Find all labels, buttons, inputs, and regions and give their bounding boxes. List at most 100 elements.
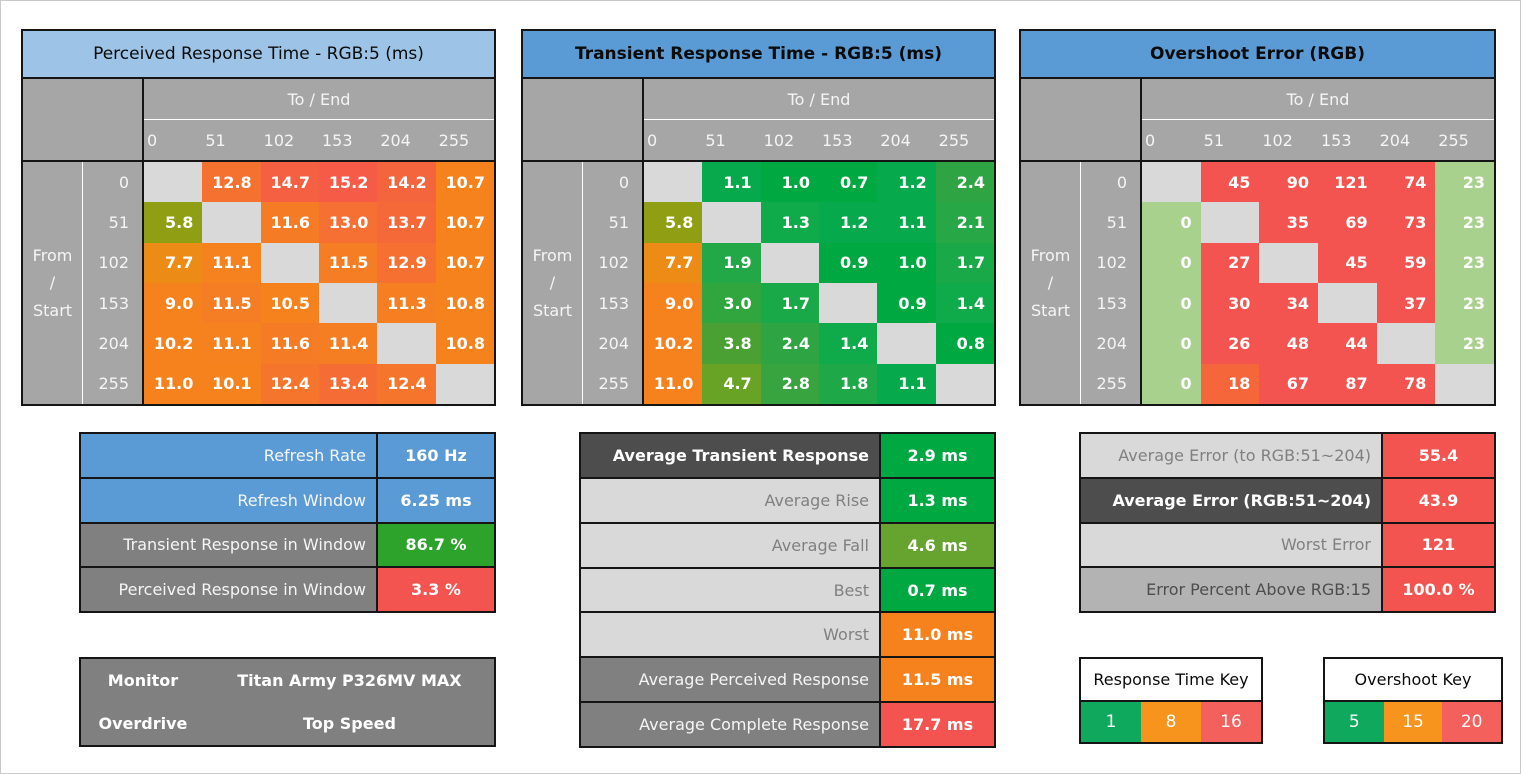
row-header: 153 (598, 293, 629, 313)
matrix-cell: 1.2 (877, 162, 936, 203)
summary-label: Transient Response in Window (81, 523, 378, 567)
column-header: 153 (321, 130, 353, 150)
matrix-cell: 35 (1259, 202, 1318, 243)
matrix-cell: 5.8 (144, 202, 203, 243)
matrix-cell: 23 (1435, 242, 1494, 283)
matrix-cell: 1.0 (877, 242, 936, 283)
summary-label: Average Fall (581, 523, 881, 567)
summary-row: Average Complete Response 17.7 ms (581, 701, 994, 747)
matrix-cell: 1.7 (935, 242, 994, 283)
row-headers: 0 51 102 153 204 255 (583, 162, 644, 404)
matrix-cell: 10.8 (435, 323, 494, 364)
summary-row: Average Error (RGB:51~204) 43.9 (1081, 476, 1494, 522)
matrix-cell: 3.8 (702, 323, 761, 364)
summary-value: 17.7 ms (881, 703, 994, 747)
matrix-cell (318, 282, 378, 324)
summary-row: Best 0.7 ms (581, 566, 994, 612)
matrix-cell: 78 (1376, 363, 1436, 404)
matrix-cell: 10.5 (260, 282, 319, 324)
monitor-label: Monitor (107, 671, 179, 690)
monitor-row: Monitor Titan Army P326MV MAX (81, 659, 494, 702)
matrix-cell: 0 (1142, 282, 1201, 324)
row-headers: 0 51 102 153 204 255 (1081, 162, 1142, 404)
matrix-body: From / Start 0 51 102 153 204 255 12.8 14.7 15.2 14.… (23, 162, 494, 404)
matrix-cell: 1.9 (702, 242, 761, 283)
matrix-cell: 1.1 (702, 162, 761, 203)
matrix-cell: 26 (1200, 323, 1260, 364)
matrix-cell: 37 (1376, 282, 1436, 324)
matrix-cell: 73 (1376, 202, 1436, 243)
matrix-cell: 0 (1142, 363, 1201, 404)
key-title: Overshoot Key (1325, 659, 1501, 702)
summary-label: Average Transient Response (581, 434, 881, 477)
matrix-cell: 1.0 (760, 162, 819, 203)
matrix-cells: 1.1 1.0 0.7 1.2 2.4 5.8 1.3 1.2 1.1 2.1 7.7 1.9 0.9 1… (644, 162, 994, 404)
matrix-cell: 27 (1200, 242, 1260, 283)
column-header: 51 (1203, 130, 1225, 150)
matrix-cell: 87 (1318, 363, 1377, 404)
key-swatches: 5 15 20 (1325, 701, 1502, 742)
monitor-value: Top Speed (302, 714, 396, 733)
key-swatch: 5 (1325, 701, 1384, 742)
summary-value: 2.9 ms (881, 434, 994, 477)
summary-label: Average Perceived Response (581, 658, 881, 702)
from-start-label: From / Start (1021, 162, 1081, 404)
summary-row: Average Error (to RGB:51~204) 55.4 (1081, 434, 1494, 477)
matrix-cell: 11.6 (260, 323, 319, 364)
matrix-cell (1259, 242, 1318, 283)
row-header: 255 (98, 374, 129, 394)
matrix-cell: 2.8 (760, 363, 819, 404)
row-header: 0 (618, 172, 629, 192)
matrix-cell: 10.2 (144, 323, 203, 364)
column-header: 0 (647, 130, 658, 150)
summary-label: Worst Error (1081, 523, 1383, 567)
row-header: 153 (98, 293, 129, 313)
column-header: 51 (705, 130, 726, 150)
matrix-cell: 14.2 (377, 162, 436, 203)
key-title: Response Time Key (1081, 659, 1261, 702)
overshoot-key: Overshoot Key 5 15 20 (1323, 657, 1503, 744)
summary-label: Error Percent Above RGB:15 (1081, 568, 1383, 611)
from-start-line: Start (1030, 300, 1071, 320)
matrix-cell (935, 363, 994, 404)
from-start-line: Start (532, 300, 573, 320)
summary-label: Average Error (RGB:51~204) (1081, 478, 1383, 522)
column-headers: 0 51 102 153 204 255 (1142, 120, 1494, 160)
summary-value: 160 Hz (378, 434, 494, 477)
matrix-cell: 11.0 (644, 363, 703, 404)
monitor-row: Overdrive Top Speed (81, 702, 494, 745)
key-swatch: 1 (1081, 701, 1141, 742)
monitor-label: Overdrive (98, 714, 188, 733)
summary-value: 4.6 ms (881, 523, 994, 567)
column-header: 153 (821, 130, 853, 150)
summary-row: Transient Response in Window 86.7 % (81, 521, 494, 567)
matrix-cell: 9.0 (644, 282, 703, 324)
row-header: 102 (598, 253, 629, 273)
matrix-cell (644, 162, 703, 203)
overshoot-error-table: Overshoot Error (RGB) To / End 0 51 102 153 20… (1019, 29, 1496, 406)
summary-row: Average Rise 1.3 ms (581, 476, 994, 522)
from-start-label: From / Start (23, 162, 83, 404)
key-swatch: 16 (1201, 701, 1261, 742)
matrix-cell: 1.4 (935, 282, 994, 324)
matrix-cell: 13.4 (318, 363, 378, 404)
row-header: 51 (608, 212, 629, 232)
matrix-cell (1200, 202, 1260, 243)
matrix-cell (760, 242, 819, 283)
matrix-cell: 11.1 (202, 242, 261, 283)
matrix-cell: 23 (1435, 282, 1494, 324)
summary-row: Average Perceived Response 11.5 ms (581, 656, 994, 702)
column-header: 0 (147, 130, 158, 150)
matrix-cell: 2.4 (935, 162, 994, 203)
matrix-cell: 23 (1435, 323, 1494, 364)
row-header: 153 (1096, 293, 1127, 313)
row-header: 204 (98, 333, 129, 353)
matrix-grid: To / End 0 51 102 153 204 255 From / Start 0 51 102 1… (1019, 79, 1496, 406)
matrix-cell: 9.0 (144, 282, 203, 324)
matrix-cell: 1.3 (760, 202, 819, 243)
to-end-label: To / End (644, 79, 994, 120)
matrix-cell: 0.7 (818, 162, 878, 203)
column-header: 255 (438, 130, 470, 150)
matrix-header-right: To / End 0 51 102 153 204 255 (144, 79, 494, 160)
matrix-cell: 10.8 (435, 282, 494, 324)
